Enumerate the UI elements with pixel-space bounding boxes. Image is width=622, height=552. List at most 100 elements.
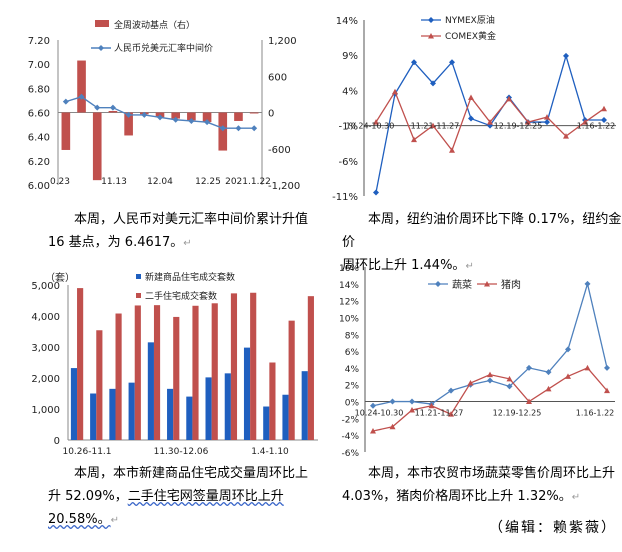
exchange-rate-point (235, 125, 242, 132)
left-tick-label: 6.00 (28, 181, 50, 192)
housing-chart: 5,000 4,000 3,000 2,000 1,000 0 （套） 10.26-11.1 1… (31, 271, 318, 457)
second-hand-bar (192, 305, 199, 440)
caption-line2: 4.03%，猪肉价格周环比上升 1.32%。 (342, 489, 572, 504)
oil-point (373, 189, 379, 196)
second-hand-bar (307, 296, 314, 440)
new-housing-bar (205, 377, 212, 440)
pork-point (448, 411, 454, 417)
legend-marker-pork (484, 281, 490, 287)
gold-point (411, 136, 417, 143)
legend-marker-gold (428, 33, 434, 39)
y-tick-label: 14% (336, 16, 358, 27)
x-tick-label: 1.16-1.22 (576, 409, 615, 418)
y-tick-label: 2% (345, 382, 360, 392)
vegetable-point (409, 398, 415, 405)
oil-point (601, 116, 607, 123)
new-housing-bar (243, 347, 251, 440)
y-tick-label: -4% (341, 432, 359, 442)
fluctuation-bar (171, 112, 181, 119)
second-hand-bar (230, 293, 238, 440)
y-tick-label: -1% (339, 122, 358, 133)
gold-point (449, 147, 455, 153)
second-hand-bar (211, 303, 218, 440)
pork-point (565, 373, 571, 379)
fluctuation-bar (77, 60, 86, 113)
caption-vegetable-pork: 本周，本市农贸市场蔬菜零售价周环比上升 4.03%，猪肉价格周环比上升 1.32… (342, 462, 622, 509)
oil-point (563, 52, 569, 59)
right-tick-label: 600 (268, 72, 287, 83)
x-tick-label: 12.19-12.25 (493, 409, 542, 418)
oil-gold-chart: 14% 9% 4% -1% -6% -11% 10.24-10.30 11.21-11.27 1… (332, 14, 616, 203)
exchange-rate-point (157, 114, 163, 121)
fluctuation-bar (249, 112, 259, 114)
second-hand-bar (173, 316, 180, 440)
right-tick-label: 0 (268, 109, 274, 120)
left-tick-label: 6.80 (28, 84, 50, 95)
exchange-rate-point (219, 125, 226, 132)
caption-line2b: 二手住宅网签量周环比上升 20.58%。 (48, 489, 284, 527)
y-tick-label: -2% (341, 415, 359, 425)
pork-point (487, 371, 493, 378)
fluctuation-bar (187, 112, 196, 121)
left-tick-label: 6.40 (28, 133, 50, 144)
y-tick-label: -11% (332, 192, 358, 203)
new-housing-bar (109, 388, 116, 440)
editor-credit: （编辑：赖紫薇） (489, 520, 617, 536)
second-hand-bar (288, 320, 295, 440)
paragraph-mark: ↵ (110, 515, 119, 526)
y-tick-label: 16% (339, 264, 359, 274)
legend-marker-vegetable (435, 281, 441, 287)
right-tick-label: -600 (268, 145, 291, 156)
x-tick-label: 2021.1.22 (225, 177, 271, 187)
fluctuation-bar (124, 112, 133, 136)
exchange-rate-point (188, 117, 195, 124)
y-tick-label: -6% (339, 157, 358, 168)
y-tick-label: 0 (54, 436, 60, 447)
legend-label-oil: NYMEX原油 (445, 14, 495, 26)
x-tick-label: 12.04 (147, 177, 173, 187)
oil-point (544, 119, 550, 126)
gold-point (373, 119, 379, 125)
pork-point (428, 402, 435, 409)
left-tick-label: 7.00 (28, 60, 50, 71)
left-tick-label: 6.60 (28, 109, 50, 120)
y-tick-label: -6% (341, 449, 359, 459)
pork-point (370, 427, 376, 434)
vegetable-point (370, 402, 376, 409)
legend-swatch-bar (95, 20, 109, 27)
oil-point (411, 59, 417, 66)
exchange-rate-point (141, 111, 148, 118)
legend-label-gold: COMEX黄金 (445, 30, 496, 42)
vegetable-point (526, 364, 532, 371)
caption-line1: 本周，本市农贸市场蔬菜零售价周环比上升 (368, 466, 616, 481)
gold-point (487, 119, 493, 125)
second-hand-bar (134, 305, 141, 440)
vegetable-point (584, 280, 591, 287)
paragraph-mark: ↵ (183, 238, 192, 249)
y-tick-label: 3,000 (31, 343, 60, 354)
x-tick-label: 10.24-10.30 (355, 409, 404, 418)
caption-line1: 本周，纽约油价周环比下降 0.17%，纽约金价 (342, 212, 622, 250)
new-housing-bar (70, 368, 78, 440)
second-hand-bar (96, 330, 103, 440)
paragraph-mark: ↵ (465, 261, 474, 272)
pork-point (545, 385, 552, 392)
gold-point (601, 105, 607, 112)
y-tick-label: 8% (345, 331, 360, 341)
legend-label-pork: 猪肉 (501, 278, 521, 291)
pork-point (506, 375, 513, 382)
exchange-rate-point (94, 104, 101, 111)
caption-oil-gold: 本周，纽约油价周环比下降 0.17%，纽约金价 周环比上升 1.44%。↵ (342, 208, 622, 278)
second-hand-bar (153, 305, 161, 440)
vegetable-point (604, 364, 610, 371)
gold-point (506, 95, 512, 102)
y-unit-label: （套） (45, 271, 75, 284)
left-tick-label: 6.20 (28, 157, 50, 168)
new-housing-bar (282, 394, 289, 440)
y-tick-label: 2,000 (31, 374, 60, 385)
y-tick-label: 14% (339, 281, 359, 291)
fluctuation-bar (218, 112, 228, 151)
y-tick-label: 6% (345, 348, 360, 358)
oil-point (449, 59, 455, 66)
gold-point (468, 94, 474, 100)
